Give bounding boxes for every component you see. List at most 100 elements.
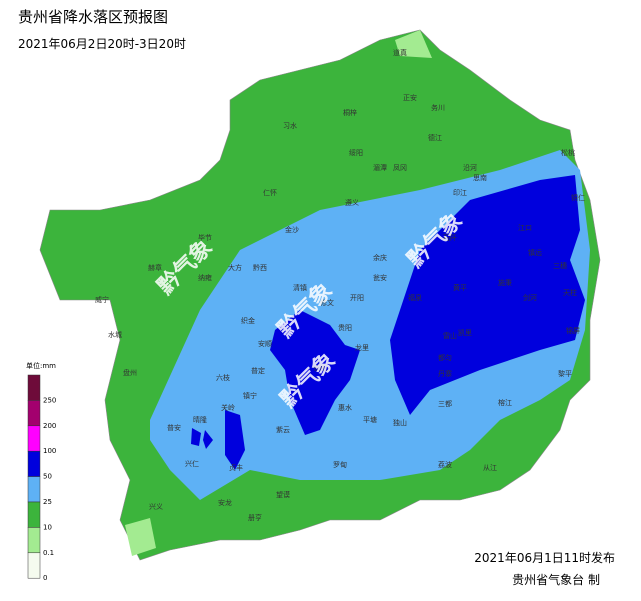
region-50-100 <box>270 310 360 435</box>
place-name: 桐梓 <box>343 108 357 117</box>
region-0-10 <box>125 518 156 556</box>
place-name: 清镇 <box>293 283 307 292</box>
place-name: 金沙 <box>285 225 299 234</box>
place-name: 务川 <box>431 103 445 112</box>
issued-time: 2021年06月1日11时发布 <box>474 550 615 565</box>
place-name: 水城 <box>108 330 122 339</box>
place-name: 石阡 <box>443 233 457 242</box>
legend-tick-label: 250 <box>43 396 56 404</box>
place-name: 剑河 <box>523 293 537 302</box>
place-name: 威宁 <box>95 295 109 304</box>
map-subtitle: 2021年06月2日20时-3日20时 <box>18 37 186 51</box>
place-name: 榕江 <box>498 398 512 407</box>
region-0-10 <box>395 30 432 58</box>
legend-swatch <box>27 527 41 554</box>
place-name: 瓮安 <box>373 273 387 282</box>
place-name: 独山 <box>393 418 407 427</box>
legend-swatch <box>27 450 41 477</box>
place-name: 纳雍 <box>198 273 212 282</box>
legend-swatch <box>27 501 41 528</box>
legend-tick-label: 0.1 <box>43 549 54 557</box>
place-name: 黔西 <box>253 263 267 272</box>
legend-tick-label: 25 <box>43 498 52 506</box>
place-name: 从江 <box>483 464 497 472</box>
place-name: 紫云 <box>276 426 290 434</box>
place-name: 兴仁 <box>185 459 199 468</box>
place-name: 赫章 <box>148 263 162 272</box>
legend-tick-label: 200 <box>43 422 56 430</box>
place-name: 黄平 <box>453 283 467 292</box>
place-name: 册亨 <box>248 513 262 522</box>
place-name: 三穗 <box>553 261 567 270</box>
place-name: 兴义 <box>149 502 163 511</box>
legend-tick-label: 100 <box>43 447 56 455</box>
legend-tick-label: 50 <box>43 473 52 481</box>
legend-swatch <box>27 476 41 503</box>
place-name: 龙里 <box>355 343 369 352</box>
place-name: 修文 <box>320 298 334 307</box>
region-50-100 <box>390 175 585 415</box>
place-name: 松桃 <box>561 148 575 157</box>
place-name: 仁怀 <box>263 188 277 197</box>
place-name: 长顺 <box>313 363 327 372</box>
place-name: 凤冈 <box>393 164 407 172</box>
place-name: 开阳 <box>350 293 364 302</box>
place-name: 福泉 <box>408 293 422 302</box>
place-name: 荔波 <box>438 460 452 469</box>
place-name: 普安 <box>167 423 181 432</box>
place-name: 望谟 <box>276 490 290 499</box>
legend-swatch <box>27 425 41 452</box>
place-name: 凯里 <box>458 328 472 337</box>
place-name: 晴隆 <box>193 415 207 424</box>
place-name: 雷山 <box>443 331 457 340</box>
place-name: 丹寨 <box>438 369 452 378</box>
place-name: 六枝 <box>216 373 230 382</box>
legend-unit: 单位:mm <box>26 361 56 370</box>
place-name: 道真 <box>393 48 407 57</box>
place-name: 关岭 <box>221 403 235 412</box>
place-name: 安龙 <box>218 498 232 507</box>
agency: 贵州省气象台 制 <box>512 572 600 587</box>
place-name: 普定 <box>251 366 265 375</box>
region-50-100 <box>225 410 245 470</box>
place-name: 余庆 <box>373 253 387 262</box>
place-name: 印江 <box>453 189 467 197</box>
region-50-100 <box>191 428 201 446</box>
place-name: 湄潭 <box>373 163 387 172</box>
place-name: 盘州 <box>123 368 137 377</box>
place-name: 锦屏 <box>566 326 580 335</box>
place-name: 德江 <box>428 133 442 142</box>
place-name: 习水 <box>283 121 297 130</box>
map-title: 贵州省降水落区预报图 <box>18 8 168 26</box>
place-name: 黎平 <box>558 369 572 378</box>
place-name: 惠水 <box>338 403 352 412</box>
region-50-100 <box>203 430 213 449</box>
place-name: 三都 <box>438 400 452 408</box>
place-name: 都匀 <box>438 353 452 362</box>
place-name: 思南 <box>473 173 487 182</box>
place-name: 镇宁 <box>243 391 257 400</box>
place-name: 天柱 <box>563 288 577 297</box>
place-name: 毕节 <box>198 233 212 242</box>
place-name: 正安 <box>403 93 417 102</box>
place-name: 施秉 <box>498 278 512 287</box>
legend-tick-label: 0 <box>43 574 47 582</box>
place-name: 平塘 <box>363 415 377 424</box>
place-name: 绥阳 <box>349 148 363 157</box>
legend-tick-label: 10 <box>43 523 52 531</box>
place-name: 织金 <box>241 316 255 325</box>
place-name: 铜仁 <box>571 193 585 202</box>
legend-swatch <box>27 374 41 401</box>
place-name: 沿河 <box>463 163 477 172</box>
place-name: 大方 <box>228 263 242 272</box>
legend-swatch <box>27 552 41 579</box>
legend-swatch <box>27 400 41 427</box>
place-name: 江口 <box>518 224 532 232</box>
place-name: 贵阳 <box>338 323 352 332</box>
place-name: 罗甸 <box>333 460 347 469</box>
place-name: 贞丰 <box>229 463 243 472</box>
place-name: 遵义 <box>345 198 359 207</box>
place-name: 镇远 <box>528 248 542 257</box>
place-name: 安顺 <box>258 339 272 348</box>
